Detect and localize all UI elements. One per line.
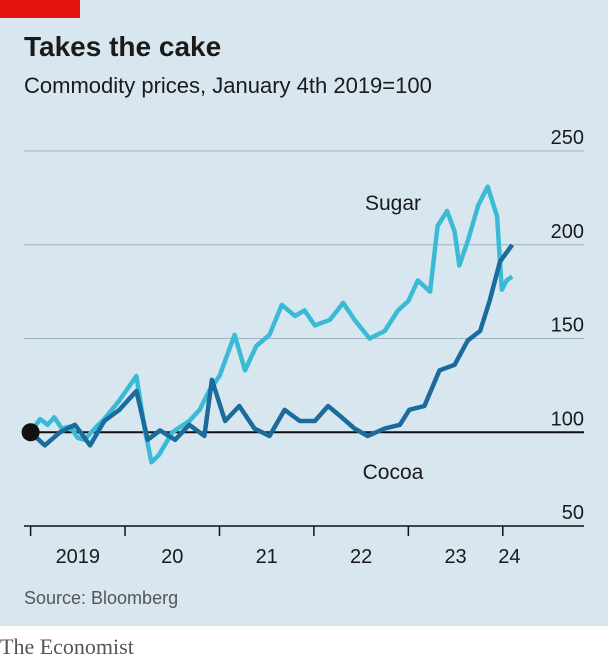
y-tick-label: 150 xyxy=(551,315,584,337)
x-tick-label: 23 xyxy=(444,546,466,568)
series-label: Cocoa xyxy=(363,461,424,484)
y-tick-label: 250 xyxy=(551,127,584,149)
y-tick-label: 100 xyxy=(551,408,584,430)
series-label: Sugar xyxy=(365,192,421,215)
x-tick-label: 2019 xyxy=(56,546,101,568)
source: Source: Bloomberg xyxy=(24,588,178,608)
series-line xyxy=(29,243,515,448)
x-tick-label: 20 xyxy=(161,546,183,568)
chart-subtitle: Commodity prices, January 4th 2019=100 xyxy=(24,73,432,98)
series-line xyxy=(28,184,514,465)
brand: The Economist xyxy=(0,634,134,659)
x-tick-label: 22 xyxy=(350,546,372,568)
x-tick-label: 24 xyxy=(498,546,520,568)
brand-tag xyxy=(0,0,80,18)
x-tick-label: 21 xyxy=(256,546,278,568)
chart-title: Takes the cake xyxy=(24,31,221,62)
start-dot xyxy=(21,423,40,442)
y-tick-label: 50 xyxy=(562,502,584,524)
y-tick-label: 200 xyxy=(551,221,584,243)
